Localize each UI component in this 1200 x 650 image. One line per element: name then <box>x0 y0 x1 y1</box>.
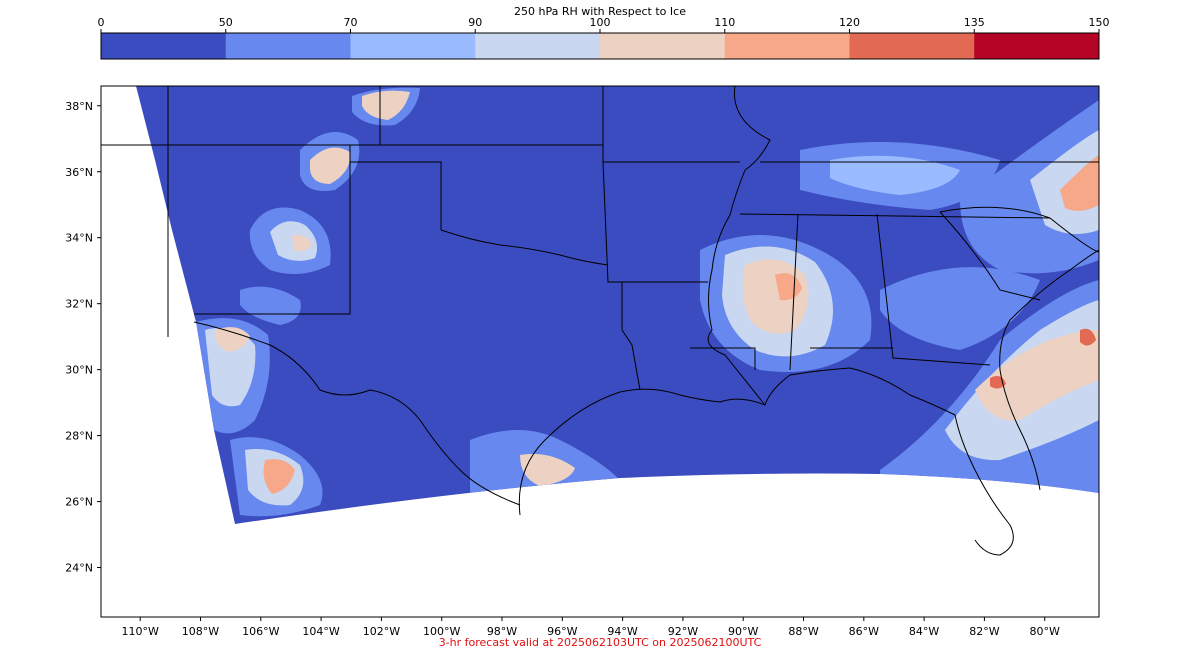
border-ms-al <box>789 213 799 371</box>
map-axes: 38°N 36°N 34°N 32°N 30°N 28°N 26°N 24°N 110°W 108… <box>65 100 1060 638</box>
rh-blob-carolinas-warm <box>1060 155 1099 211</box>
border-ga-sc <box>939 211 1041 301</box>
rh-blob-nm-north-core <box>310 147 351 184</box>
colorbar-segment <box>849 33 975 59</box>
border-ok-panhandle <box>350 86 442 230</box>
border-la-ms <box>690 347 756 370</box>
colorbar-tick-label: 135 <box>964 16 985 29</box>
lon-label: 82°W <box>969 625 999 638</box>
lon-label: 88°W <box>788 625 818 638</box>
lon-label: 108°W <box>182 625 219 638</box>
lon-label: 98°W <box>487 625 517 638</box>
lat-label: 24°N <box>65 562 93 575</box>
lon-label: 106°W <box>242 625 279 638</box>
lat-label: 26°N <box>65 496 93 509</box>
lon-label: 86°W <box>849 625 879 638</box>
geography <box>101 86 1099 556</box>
lon-label: 100°W <box>423 625 460 638</box>
colorbar-tick-label: 70 <box>344 16 358 29</box>
colorbar-segment <box>974 33 1100 59</box>
lon-label: 102°W <box>363 625 400 638</box>
rh-blob-fl-east-hot <box>1080 328 1096 346</box>
colorbar-tick-label: 90 <box>468 16 482 29</box>
colorbar-tick-label: 120 <box>839 16 860 29</box>
mississippi-river <box>707 86 771 406</box>
lon-label: 80°W <box>1030 625 1060 638</box>
rh-blob-tx-coast-core <box>520 453 575 486</box>
border-sc <box>939 206 1099 253</box>
lon-label: 94°W <box>607 625 637 638</box>
rh-blob-ms-al-warm <box>742 259 809 334</box>
border-al-ga <box>876 213 991 366</box>
lon-label: 84°W <box>909 625 939 638</box>
lat-label: 32°N <box>65 298 93 311</box>
red-river <box>440 229 609 266</box>
atlantic-coast <box>999 249 1099 491</box>
colorbar-tick-label: 0 <box>98 16 105 29</box>
lon-label: 96°W <box>547 625 577 638</box>
border-nm-tx <box>194 145 351 315</box>
lat-label: 36°N <box>65 166 93 179</box>
colorbar-segment <box>350 33 476 59</box>
rh-blob-tn-band-core <box>830 155 960 195</box>
rh-blob-nm-central-warm <box>292 235 312 252</box>
lon-label: 110°W <box>122 625 159 638</box>
colorbar-tick-label: 110 <box>714 16 735 29</box>
rio-grande <box>193 321 521 506</box>
colorbar-title: 250 hPa RH with Respect to Ice <box>514 5 686 18</box>
colorbar-tick-label: 100 <box>590 16 611 29</box>
rh-blob-nm-south <box>240 286 301 325</box>
colorbar-segment <box>724 33 850 59</box>
gulf-coast <box>518 367 1014 556</box>
rh-blob-ms-al-hot <box>775 273 802 301</box>
border-tn <box>739 213 1051 219</box>
colorbar-segment <box>225 33 351 59</box>
colorbar-segment <box>101 33 227 59</box>
map-panel: 38°N 36°N 34°N 32°N 30°N 28°N 26°N 24°N 110°W 108… <box>65 85 1100 638</box>
rh-blob-fl-atlantic-warm <box>975 330 1099 421</box>
rh-blob-ga-band <box>880 267 1040 350</box>
forecast-footer: 3-hr forecast valid at 2025062103UTC on … <box>438 636 762 649</box>
lat-label: 28°N <box>65 430 93 443</box>
lon-label: 90°W <box>728 625 758 638</box>
rh-blob-mx-south-warm <box>263 459 295 494</box>
lon-label: 104°W <box>302 625 339 638</box>
colorbar-segment <box>475 33 601 59</box>
colorbar: 0 50 70 90 100 110 120 135 150 <box>98 16 1110 60</box>
colorbar-tick-label: 150 <box>1089 16 1110 29</box>
rh-field <box>136 86 1099 524</box>
lat-label: 30°N <box>65 364 93 377</box>
lat-label: 34°N <box>65 232 93 245</box>
lat-label: 38°N <box>65 100 93 113</box>
map-frame <box>100 85 1100 618</box>
border-la-tx <box>608 281 641 391</box>
rh-blob-west-tx-core <box>205 327 256 407</box>
rh-blob-co-top-core <box>362 90 410 120</box>
colorbar-segment <box>600 33 726 59</box>
rh-blob-west-tx-warm <box>214 327 250 352</box>
lon-label: 92°W <box>668 625 698 638</box>
colorbar-tick-label: 50 <box>219 16 233 29</box>
